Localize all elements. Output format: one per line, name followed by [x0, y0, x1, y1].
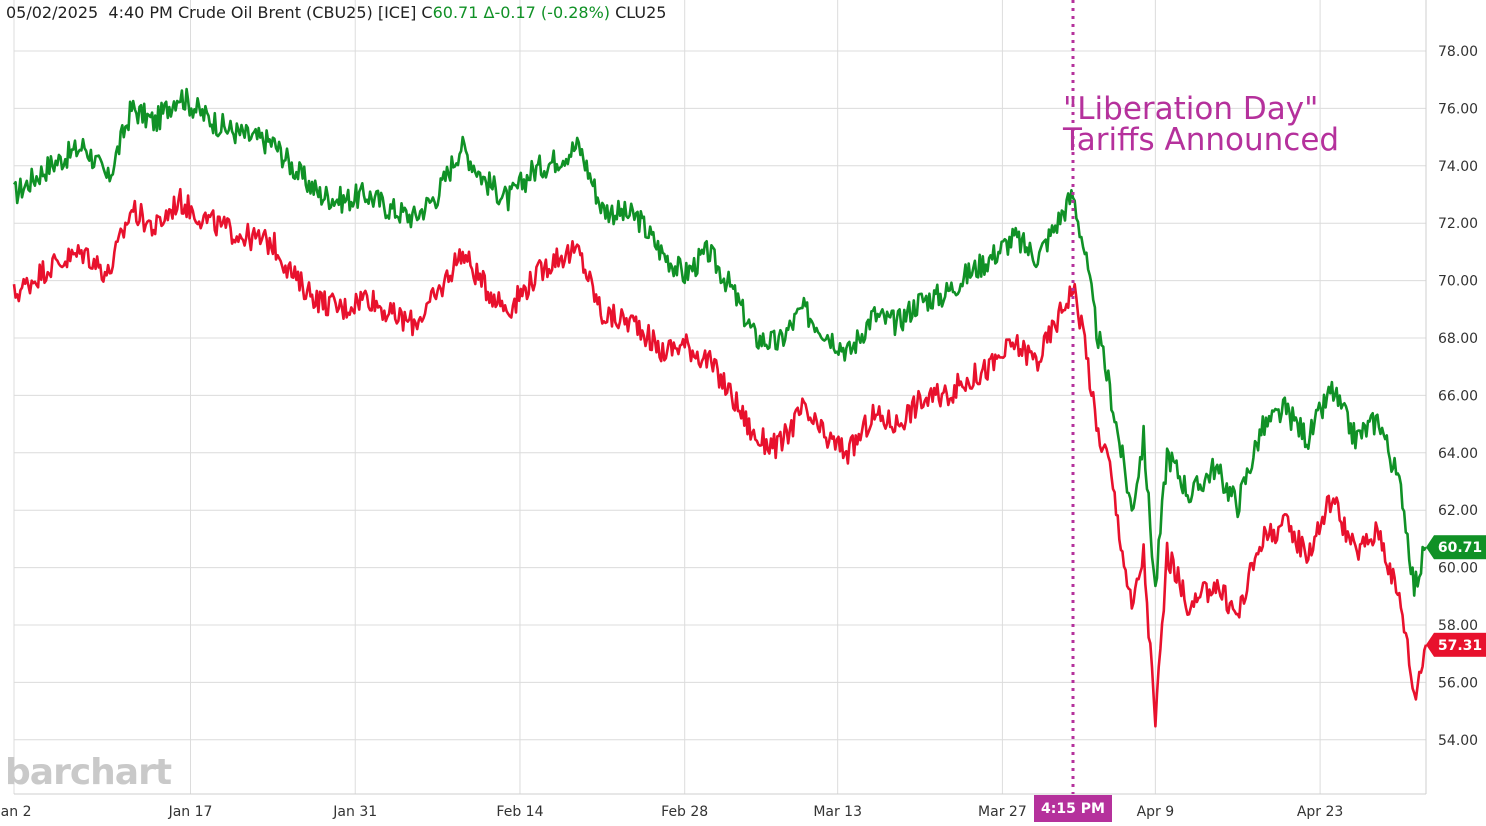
header-close: 60.71: [432, 3, 479, 22]
x-tick-label: Jan 2: [0, 804, 31, 820]
y-tick-label: 58.00: [1438, 618, 1478, 634]
price-tag-pointer: [1426, 632, 1434, 657]
y-tick-label: 56.00: [1438, 675, 1478, 691]
header-close-prefix: C: [421, 3, 433, 22]
barchart-logo: barchart: [5, 752, 172, 793]
event-marker: 4:15 PM: [1034, 0, 1112, 822]
series-lines: [12, 87, 1428, 728]
y-tick-label: 74.00: [1438, 159, 1478, 175]
header-compare-symbol: CLU25: [615, 3, 667, 22]
price-tag-bg: [1434, 632, 1486, 657]
x-tick-label: Jan 17: [168, 804, 213, 820]
annotation-line-2: Tariffs Announced: [1063, 122, 1340, 158]
y-tick-label: 64.00: [1438, 446, 1478, 462]
y-tick-label: 54.00: [1438, 733, 1478, 749]
header-instrument: Crude Oil Brent (CBU25) [ICE]: [177, 3, 417, 22]
event-time-badge: [1034, 795, 1112, 822]
x-tick-label: Jan 31: [332, 804, 377, 820]
header-date: 05/02/2025: [6, 3, 99, 22]
y-tick-label: 60.00: [1438, 561, 1478, 577]
event-time-label: 4:15 PM: [1041, 801, 1105, 817]
chart-header: 05/02/2025 4:40 PM Crude Oil Brent (CBU2…: [6, 3, 666, 22]
x-axis: Jan 2 Jan 17 Jan 31 Feb 14 Feb 28 Mar 13 Mar 2…: [0, 804, 1343, 820]
price-tag-label: 57.31: [1438, 638, 1482, 654]
x-tick-label: Apr 23: [1297, 804, 1343, 820]
last-price-tag-clu25: 57.31: [1426, 632, 1486, 657]
annotation-line-1: "Liberation Day": [1063, 91, 1319, 127]
event-annotation: "Liberation Day" Tariffs Announced: [1063, 94, 1339, 156]
last-price-tag-cbu25: 60.71: [1426, 535, 1486, 560]
price-tag-label: 60.71: [1438, 540, 1482, 556]
x-tick-label: Feb 14: [496, 804, 543, 820]
price-tag-pointer: [1426, 535, 1434, 560]
y-tick-label: 66.00: [1438, 388, 1478, 404]
price-tag-bg: [1434, 535, 1486, 560]
y-tick-label: 76.00: [1438, 101, 1478, 117]
y-tick-label: 70.00: [1438, 274, 1478, 290]
x-tick-label: Mar 13: [813, 804, 862, 820]
y-axis: 78.00 76.00 74.00 72.00 70.00 68.00 66.00 64.00…: [1438, 44, 1478, 749]
header-time: 4:40 PM: [108, 3, 173, 22]
y-tick-label: 62.00: [1438, 503, 1478, 519]
x-tick-label: Feb 28: [661, 804, 708, 820]
grid: [13, 0, 1427, 795]
series-line-clu25: [12, 187, 1428, 728]
x-tick-label: Apr 9: [1137, 804, 1175, 820]
x-tick-label: Mar 27: [978, 804, 1027, 820]
y-tick-label: 78.00: [1438, 44, 1478, 60]
y-tick-label: 72.00: [1438, 216, 1478, 232]
last-price-tags: 60.71 57.31: [1426, 535, 1486, 657]
series-line-cbu25: [12, 87, 1428, 597]
y-tick-label: 68.00: [1438, 331, 1478, 347]
header-change: Δ-0.17 (-0.28%): [483, 3, 611, 22]
